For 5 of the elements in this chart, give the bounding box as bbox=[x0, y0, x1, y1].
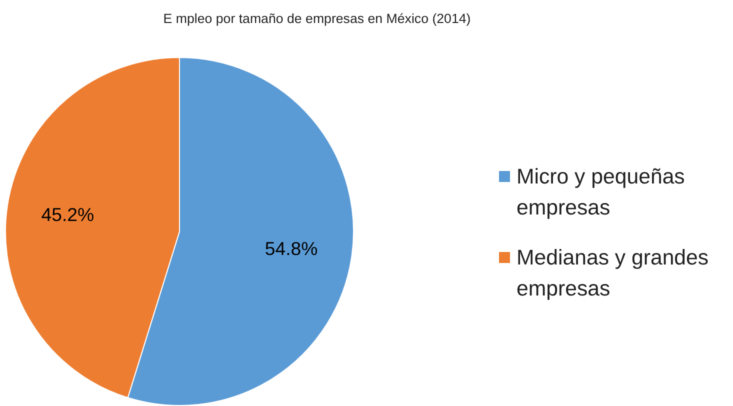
data-label: 54.8% bbox=[264, 238, 318, 259]
legend-label: Micro y pequeñas empresas bbox=[516, 164, 685, 220]
chart-title: E mpleo por tamaño de empresas en México (2014) bbox=[163, 11, 471, 26]
data-label: 45.2% bbox=[41, 204, 94, 226]
legend-label: Medianas y grandes empresas bbox=[516, 246, 709, 300]
